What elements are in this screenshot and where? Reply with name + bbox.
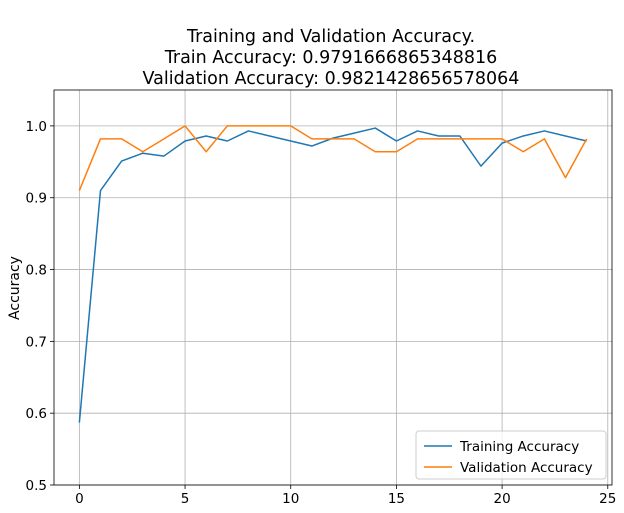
chart-title-line-3: Validation Accuracy: 0.9821428656578064 [143,69,520,89]
x-tick-label: 10 [282,491,299,507]
axis-ticks: 0 5 10 15 20 25 0.5 0.6 0.7 0.8 0.9 1.0 [26,119,617,507]
series-line-validation [78,125,588,191]
y-tick-label: 1.0 [26,119,47,135]
chart-title-line-2: Train Accuracy: 0.9791666865348816 [164,48,497,68]
y-tick-label: 0.8 [26,263,47,279]
legend-label: Training Accuracy [459,439,579,455]
x-tick-label: 5 [181,491,190,507]
y-tick-label: 0.6 [26,406,47,422]
grid-lines [54,90,612,486]
x-tick-label: 25 [599,491,616,507]
y-tick-label: 0.7 [26,334,47,350]
y-tick-label: 0.9 [26,191,47,207]
series-lines [78,125,588,423]
y-axis-label: Accuracy [7,256,23,320]
x-tick-label: 15 [388,491,405,507]
chart-title-line-1: Training and Validation Accuracy. [186,27,475,47]
legend-label: Validation Accuracy [460,460,593,476]
x-tick-label: 0 [75,491,84,507]
legend: Training Accuracy Validation Accuracy [415,430,607,480]
x-tick-label: 20 [493,491,510,507]
plot-frame [53,89,613,486]
y-tick-label: 0.5 [26,478,47,494]
legend-box [415,430,607,480]
